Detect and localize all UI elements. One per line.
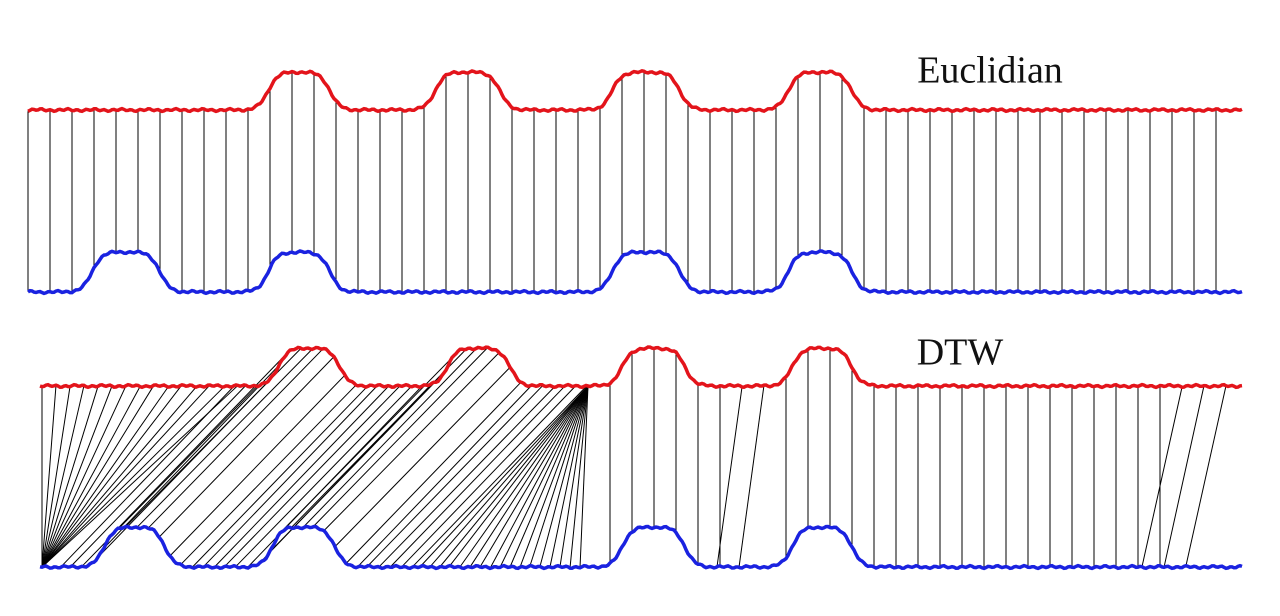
series-a-curve — [39, 345, 1243, 390]
panel-label: Euclidian — [917, 50, 1063, 92]
alignment-line — [103, 364, 280, 549]
alignment-line — [312, 346, 489, 528]
alignment-line — [479, 385, 589, 568]
euclidean-panel — [27, 68, 1243, 296]
alignment-line — [136, 349, 313, 528]
alignment-line — [41, 386, 71, 568]
alignment-line — [41, 384, 155, 568]
alignment-line — [499, 385, 589, 568]
alignment-line — [41, 386, 225, 568]
series-b-curve — [27, 249, 1243, 296]
series-a-curve — [27, 68, 1243, 114]
alignment-line — [323, 352, 500, 531]
alignment-line — [41, 385, 127, 568]
alignment-line — [411, 385, 588, 568]
alignment-line — [459, 385, 589, 568]
alignment-line — [235, 386, 412, 567]
alignment-line — [509, 385, 589, 568]
alignment-line — [1141, 387, 1183, 567]
alignment-line — [114, 349, 291, 532]
alignment-line — [738, 385, 765, 568]
alignment-line — [180, 384, 357, 565]
alignment-line — [519, 385, 589, 568]
alignment-line — [41, 385, 113, 568]
alignment-line — [290, 349, 467, 529]
alignment-line — [334, 366, 511, 548]
alignment-line — [469, 385, 589, 568]
alignment-line — [367, 384, 544, 567]
series-b-curve — [39, 524, 1243, 571]
alignment-line — [41, 386, 99, 568]
alignment-line — [147, 348, 324, 529]
alignment-line — [378, 386, 555, 568]
alignment-line — [169, 374, 346, 557]
alignment-line — [41, 386, 169, 568]
alignment-line — [213, 385, 390, 568]
alignment-line — [389, 385, 566, 568]
alignment-line — [716, 386, 743, 567]
alignment-line — [41, 384, 183, 568]
alignment-line — [549, 385, 589, 568]
alignment-line — [345, 381, 522, 564]
alignment-line — [301, 347, 478, 529]
alignment-line — [41, 386, 141, 568]
alignment-line — [41, 386, 197, 568]
panel-label: DTW — [917, 332, 1004, 374]
dtw-panel — [39, 345, 1243, 571]
alignment-line — [400, 385, 577, 568]
alignment-line — [41, 385, 85, 568]
alignment-line — [539, 385, 589, 567]
alignment-line — [41, 384, 211, 568]
alignment-line — [356, 384, 533, 568]
alignment-line — [449, 385, 589, 566]
alignment-line — [489, 385, 589, 569]
alignment-line — [59, 384, 236, 569]
alignment-line — [579, 385, 589, 568]
alignment-line — [419, 385, 589, 568]
alignment-line — [158, 356, 335, 538]
alignment-line — [268, 372, 445, 554]
alignment-line — [70, 384, 247, 567]
alignment-line — [202, 384, 379, 568]
alignment-line — [529, 385, 589, 566]
alignment-line — [429, 385, 589, 568]
alignment-line — [439, 385, 589, 568]
alignment-line — [224, 385, 401, 567]
alignment-line — [559, 385, 589, 567]
alignment-line — [191, 386, 368, 568]
alignment-line — [569, 385, 589, 569]
alignment-line — [1185, 385, 1227, 566]
alignment-line — [1163, 385, 1205, 568]
alignment-line — [41, 385, 57, 568]
